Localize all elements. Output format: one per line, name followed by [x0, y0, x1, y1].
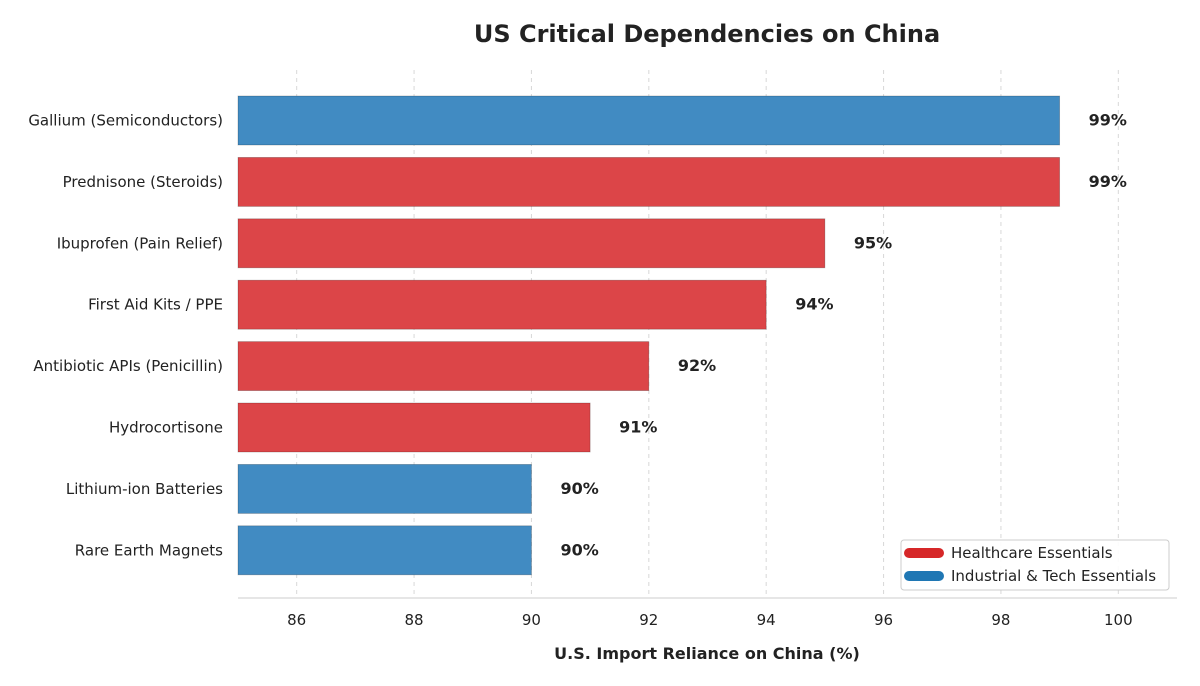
value-label-prednisone-steroids: 99% [1089, 172, 1127, 191]
category-label-ibuprofen-pain-relief: Ibuprofen (Pain Relief) [57, 234, 223, 252]
category-label-gallium-semiconductors: Gallium (Semiconductors) [28, 112, 223, 130]
legend-swatch-healthcare [904, 548, 944, 558]
value-label-hydrocortisone: 91% [619, 418, 657, 437]
bar-first-aid-kits-ppe [237, 279, 767, 330]
category-label-rare-earth-magnets: Rare Earth Magnets [75, 541, 223, 559]
legend-swatch-industrial [904, 571, 944, 581]
category-label-prednisone-steroids: Prednisone (Steroids) [63, 173, 223, 191]
category-labels: Gallium (Semiconductors) Prednisone (Ster… [28, 112, 223, 560]
x-axis-label: U.S. Import Reliance on China (%) [554, 644, 860, 663]
x-tick-label-90: 90 [522, 611, 541, 629]
category-label-hydrocortisone: Hydrocortisone [109, 419, 223, 437]
value-labels: 99% 99% 95% 94% 92% 91% 90% 90% [560, 111, 1126, 560]
category-label-lithium-ion-batteries: Lithium-ion Batteries [66, 480, 223, 498]
x-axis-ticks: 86 88 90 92 94 96 98 100 [287, 611, 1132, 629]
x-tick-label-92: 92 [639, 611, 658, 629]
value-label-first-aid-kits-ppe: 94% [795, 295, 833, 314]
category-label-antibiotic-apis-penicillin: Antibiotic APIs (Penicillin) [33, 357, 223, 375]
bar-hydrocortisone [237, 402, 591, 453]
bar-antibiotic-apis-penicillin [237, 341, 650, 392]
x-tick-label-94: 94 [757, 611, 776, 629]
value-label-ibuprofen-pain-relief: 95% [854, 233, 892, 252]
legend: Healthcare Essentials Industrial & Tech E… [900, 539, 1170, 591]
legend-label-industrial: Industrial & Tech Essentials [951, 567, 1156, 585]
x-tick-label-88: 88 [405, 611, 424, 629]
bar-prednisone-steroids [237, 156, 1061, 207]
bar-lithium-ion-batteries [237, 463, 532, 514]
gridlines [296, 70, 1119, 598]
bar-rare-earth-magnets [237, 525, 532, 576]
legend-label-healthcare: Healthcare Essentials [951, 544, 1113, 562]
bar-gallium-semiconductors [237, 95, 1061, 146]
chart-title: US Critical Dependencies on China [474, 20, 940, 48]
bar-ibuprofen-pain-relief [237, 218, 826, 269]
value-label-rare-earth-magnets: 90% [560, 540, 598, 559]
legend-box [900, 539, 1170, 591]
bars [237, 95, 1061, 576]
value-label-gallium-semiconductors: 99% [1089, 111, 1127, 130]
x-tick-label-96: 96 [874, 611, 893, 629]
value-label-lithium-ion-batteries: 90% [560, 479, 598, 498]
x-tick-label-86: 86 [287, 611, 306, 629]
value-label-antibiotic-apis-penicillin: 92% [678, 356, 716, 375]
x-tick-label-100: 100 [1104, 611, 1133, 629]
category-label-first-aid-kits-ppe: First Aid Kits / PPE [88, 296, 223, 314]
x-tick-label-98: 98 [991, 611, 1010, 629]
